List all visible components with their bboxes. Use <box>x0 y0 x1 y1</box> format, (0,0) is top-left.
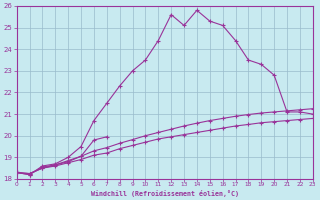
X-axis label: Windchill (Refroidissement éolien,°C): Windchill (Refroidissement éolien,°C) <box>91 190 239 197</box>
